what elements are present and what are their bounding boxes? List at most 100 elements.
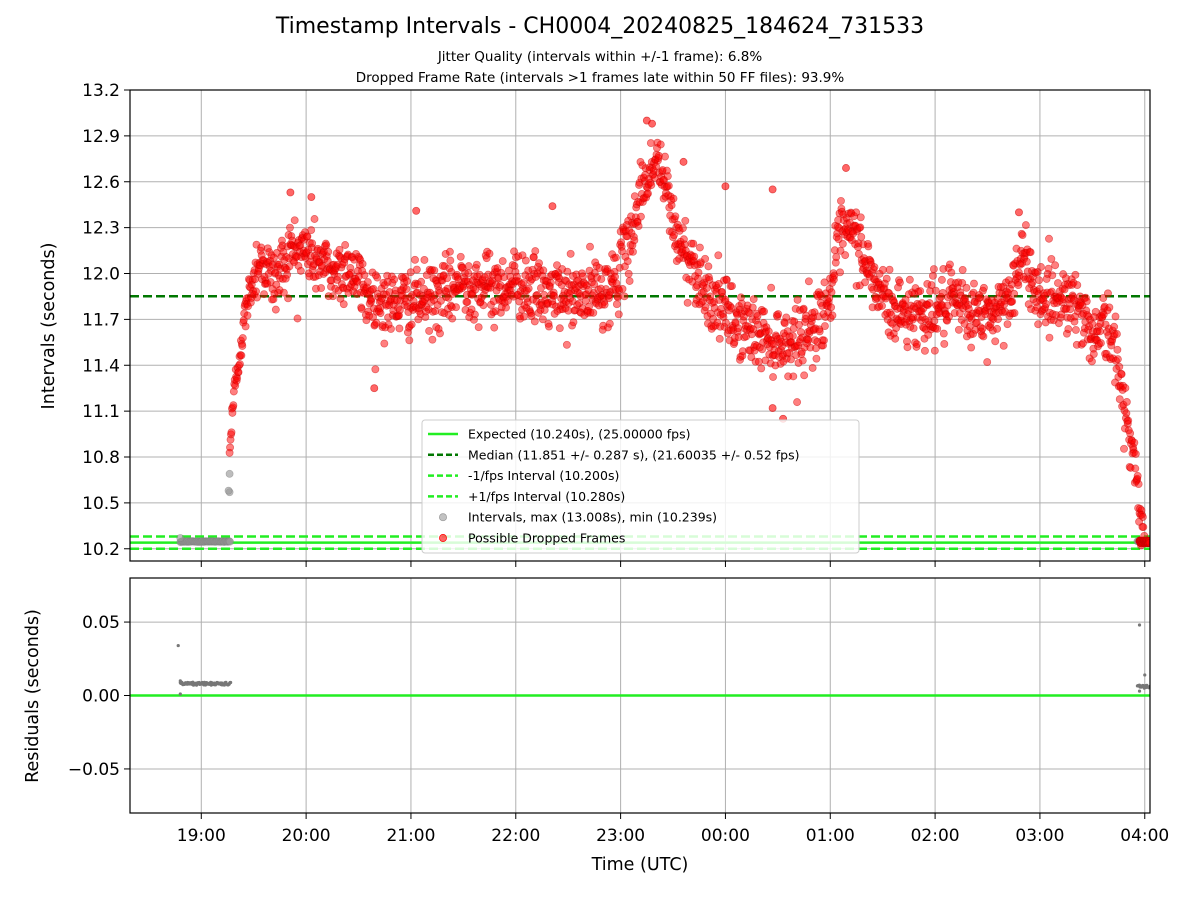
dropped-frame-point [395, 306, 404, 315]
dropped-frame-point [663, 172, 672, 181]
dropped-frame-point [290, 216, 299, 225]
dropped-frame-point [715, 334, 724, 343]
dropped-frame-point [1022, 257, 1031, 266]
dropped-frame-point [1131, 464, 1140, 473]
dropped-frame-point [417, 277, 426, 286]
dropped-frame-point [1115, 362, 1124, 371]
dropped-frame-point [328, 292, 337, 301]
dropped-frame-point [767, 283, 776, 292]
interval-point [176, 534, 185, 542]
dropped-frame-point [927, 281, 936, 290]
dropped-frame-point [722, 276, 731, 284]
dropped-frame-point [569, 318, 578, 327]
dropped-frame-point [1010, 309, 1019, 317]
x-tick-label: 01:00 [806, 826, 855, 846]
dropped-frame-point [317, 284, 326, 293]
dropped-frame-point [852, 208, 861, 217]
dropped-frame-point [600, 300, 609, 309]
dropped-frame-point [1042, 299, 1051, 308]
residual-point [176, 643, 180, 648]
residual-point [1137, 623, 1142, 627]
dropped-frame-point [667, 201, 676, 210]
dropped-frame-point [954, 325, 963, 334]
x-tick-label: 03:00 [1015, 826, 1064, 846]
dropped-frame-point [611, 253, 620, 262]
dropped-frame-point [828, 311, 837, 320]
dropped-frame-point [820, 322, 829, 331]
dropped-frame-point [1034, 320, 1043, 329]
dropped-frame-point [769, 373, 777, 381]
dropped-frame-point [1082, 297, 1091, 306]
dropped-frame-point [799, 304, 808, 313]
dropped-frame-point [611, 272, 619, 281]
dropped-frame-point [402, 285, 411, 294]
dropped-frame-point [463, 298, 472, 307]
dropped-frame-point [967, 343, 976, 352]
dropped-frame-point [979, 332, 988, 341]
dropped-frame-point [798, 356, 807, 365]
dropped-frame-point [236, 360, 244, 369]
dropped-frame-point [721, 318, 730, 327]
dropped-frame-point [630, 236, 639, 245]
dropped-frame-point [452, 303, 460, 312]
dropped-frame-point [605, 319, 614, 328]
legend-swatch-dot [439, 534, 447, 542]
dropped-frame-point [1095, 327, 1104, 336]
dropped-frame-point [764, 327, 773, 336]
legend-entry: Possible Dropped Frames [468, 531, 625, 546]
dropped-frame-point [597, 275, 606, 284]
dropped-frame-point [882, 274, 891, 283]
top-panel-points [176, 116, 1150, 550]
top-panel-border [129, 89, 1151, 562]
dropped-frame-point [938, 289, 947, 297]
dropped-frame-point [728, 282, 736, 290]
dropped-frame-point [371, 365, 380, 374]
dropped-frame-point [226, 443, 235, 452]
dropped-frame-point [1066, 305, 1075, 314]
interval-point [225, 469, 234, 478]
dropped-frame-point [812, 354, 821, 363]
dropped-frame-point [856, 223, 865, 232]
x-tick-label: 22:00 [491, 826, 540, 846]
dropped-frame-point [283, 270, 292, 279]
dropped-frame-point [370, 384, 379, 393]
dropped-frame-point [485, 249, 494, 258]
dropped-frame-point [837, 196, 845, 205]
dropped-frame-point [238, 334, 247, 342]
dropped-frame-point [307, 226, 316, 235]
interval-point [226, 537, 234, 546]
bottom-panel-points [176, 623, 1150, 696]
dropped-frame-point [310, 215, 319, 223]
bottom-y-axis-label: Residuals (seconds) [23, 609, 43, 783]
dropped-frame-point [1115, 395, 1124, 404]
dropped-frame-point [701, 254, 710, 263]
dropped-frame-point [993, 324, 1002, 333]
dropped-frame-point [920, 346, 929, 355]
dropped-frame-point [279, 288, 288, 297]
dropped-frame-point [1113, 345, 1122, 354]
dropped-frame-point [531, 247, 540, 256]
dropped-frame-point [1026, 248, 1035, 257]
top-y-tick-label: 10.8 [82, 448, 120, 468]
dropped-frame-point [538, 315, 547, 324]
dropped-frame-point [931, 286, 940, 295]
dropped-frame-point [1134, 480, 1143, 489]
dropped-frame-point [1047, 254, 1056, 263]
dropped-frame-point [367, 294, 376, 303]
dropped-frame-point [241, 322, 250, 331]
dropped-frame-point [1122, 409, 1131, 418]
dropped-frame-point [519, 278, 528, 287]
dropped-frame-point [243, 311, 252, 320]
dropped-frame-point [815, 327, 824, 336]
dropped-frame-point [793, 398, 802, 407]
dropped-frame-point [286, 188, 295, 197]
dropped-frame-point [689, 239, 698, 248]
dropped-frame-point [252, 293, 261, 302]
dropped-frame-point [405, 336, 414, 345]
interval-point [224, 486, 233, 495]
dropped-frame-point [548, 202, 557, 211]
dropped-frame-point [1008, 297, 1017, 306]
dropped-frame-point [284, 294, 293, 303]
dropped-frame-point [647, 181, 656, 190]
dropped-frame-point [903, 343, 912, 352]
